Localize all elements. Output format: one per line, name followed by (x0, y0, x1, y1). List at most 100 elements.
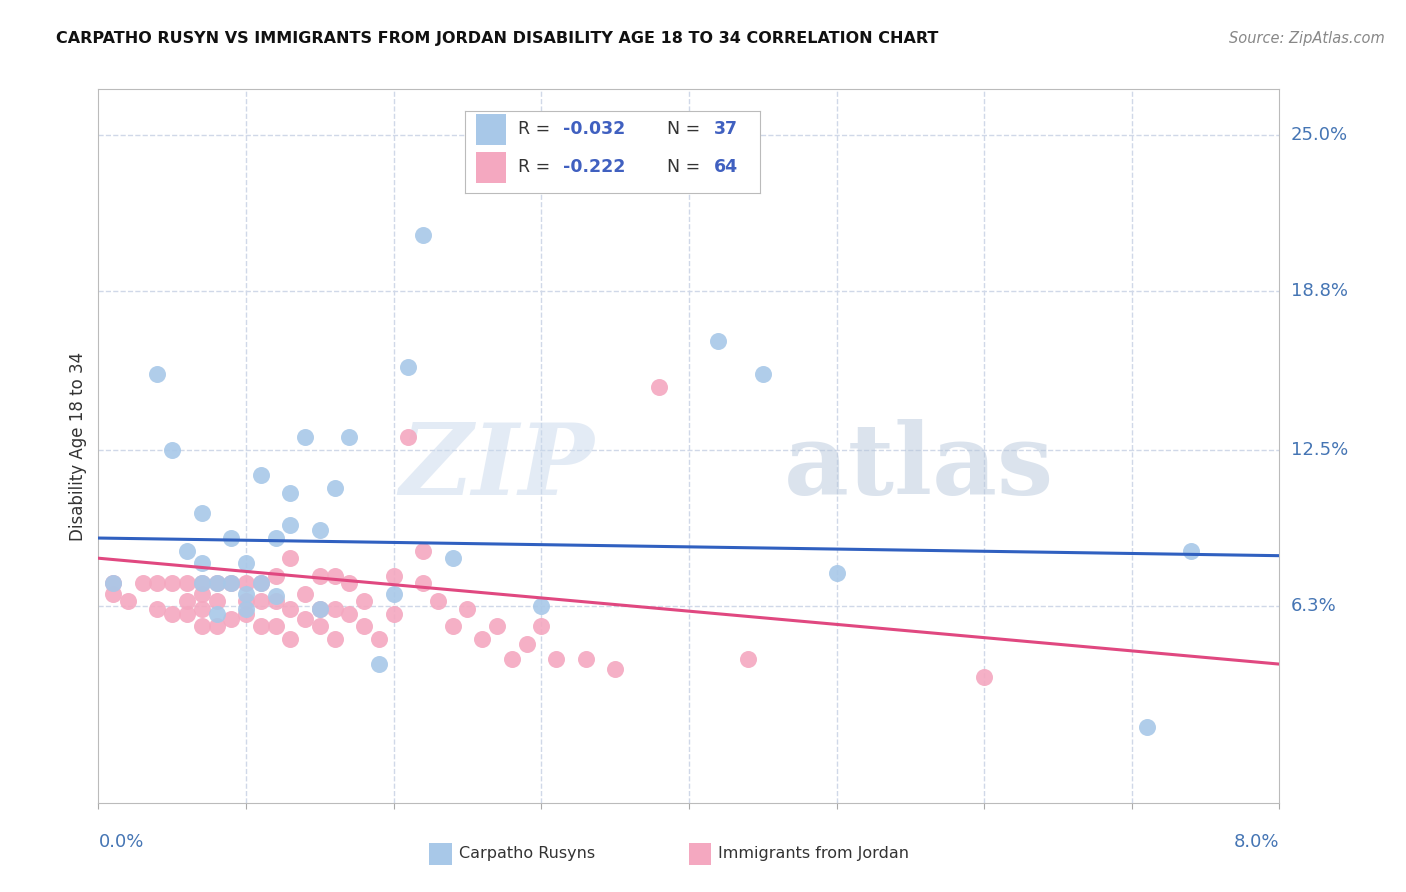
Point (323, 481, 346, 495)
Point (323, 632, 346, 646)
Point (825, 566, 848, 581)
Text: Source: ZipAtlas.com: Source: ZipAtlas.com (1229, 31, 1385, 46)
Point (235, 594, 257, 608)
Point (191, 619, 214, 633)
Point (219, 531, 242, 545)
Point (264, 589, 287, 603)
Point (191, 576, 214, 591)
Point (485, 619, 508, 633)
Point (235, 556, 257, 570)
Y-axis label: Disability Age 18 to 34: Disability Age 18 to 34 (69, 351, 87, 541)
Text: 8.0%: 8.0% (1234, 833, 1279, 851)
Point (323, 601, 346, 615)
Text: 18.8%: 18.8% (1291, 282, 1347, 300)
Point (103, 586, 124, 600)
FancyBboxPatch shape (477, 114, 506, 145)
Text: 0.0%: 0.0% (98, 833, 143, 851)
Point (176, 607, 198, 621)
Point (205, 576, 228, 591)
Point (323, 569, 346, 583)
Point (412, 576, 434, 591)
Point (191, 576, 214, 591)
Point (382, 586, 405, 600)
Text: 37: 37 (714, 120, 738, 138)
Point (103, 576, 124, 591)
Point (176, 576, 198, 591)
Point (176, 543, 198, 558)
Text: 6.3%: 6.3% (1291, 597, 1336, 615)
Point (162, 607, 183, 621)
Point (235, 576, 257, 591)
Point (973, 670, 995, 684)
Text: Carpatho Rusyns: Carpatho Rusyns (458, 847, 595, 862)
Point (544, 652, 567, 666)
Point (648, 380, 671, 394)
Point (191, 556, 214, 570)
Text: -0.032: -0.032 (564, 120, 626, 138)
Point (294, 612, 316, 626)
Point (412, 543, 434, 558)
Point (250, 576, 273, 591)
Text: N =: N = (657, 158, 706, 177)
Point (441, 551, 464, 566)
Point (605, 662, 627, 676)
Point (250, 576, 273, 591)
Point (308, 601, 332, 615)
Point (308, 569, 332, 583)
Point (337, 430, 360, 444)
Point (308, 619, 332, 633)
Point (176, 594, 198, 608)
Point (205, 594, 228, 608)
Point (308, 524, 332, 538)
Point (456, 601, 478, 615)
Point (235, 607, 257, 621)
Point (103, 576, 124, 591)
Point (205, 576, 228, 591)
Point (219, 612, 242, 626)
Point (707, 334, 730, 349)
Point (205, 619, 228, 633)
Point (382, 607, 405, 621)
Point (235, 586, 257, 600)
Point (501, 652, 523, 666)
Point (191, 506, 214, 520)
Text: 64: 64 (714, 158, 738, 177)
Point (441, 619, 464, 633)
Point (1135, 720, 1157, 734)
FancyBboxPatch shape (477, 152, 506, 183)
Point (278, 485, 301, 500)
Point (426, 594, 449, 608)
Text: N =: N = (657, 120, 706, 138)
Point (250, 468, 273, 483)
Point (117, 594, 139, 608)
Point (146, 367, 169, 381)
Point (530, 599, 553, 614)
Point (264, 531, 287, 545)
Point (191, 586, 214, 600)
Text: CARPATHO RUSYN VS IMMIGRANTS FROM JORDAN DISABILITY AGE 18 TO 34 CORRELATION CHA: CARPATHO RUSYN VS IMMIGRANTS FROM JORDAN… (56, 31, 939, 46)
Point (191, 601, 214, 615)
Point (294, 586, 316, 600)
Point (737, 652, 759, 666)
Point (146, 601, 169, 615)
Point (382, 569, 405, 583)
Point (264, 569, 287, 583)
Point (471, 632, 494, 646)
Point (337, 576, 360, 591)
Point (278, 551, 301, 566)
Point (250, 619, 273, 633)
Text: 25.0%: 25.0% (1291, 126, 1348, 144)
Point (337, 607, 360, 621)
Point (367, 657, 389, 672)
Text: R =: R = (517, 120, 555, 138)
Point (353, 619, 375, 633)
Point (235, 601, 257, 615)
Point (250, 594, 273, 608)
Text: Immigrants from Jordan: Immigrants from Jordan (718, 847, 910, 862)
Point (353, 594, 375, 608)
Point (294, 430, 316, 444)
Text: -0.222: -0.222 (564, 158, 626, 177)
Text: R =: R = (517, 158, 555, 177)
Point (146, 576, 169, 591)
Text: atlas: atlas (783, 419, 1053, 516)
